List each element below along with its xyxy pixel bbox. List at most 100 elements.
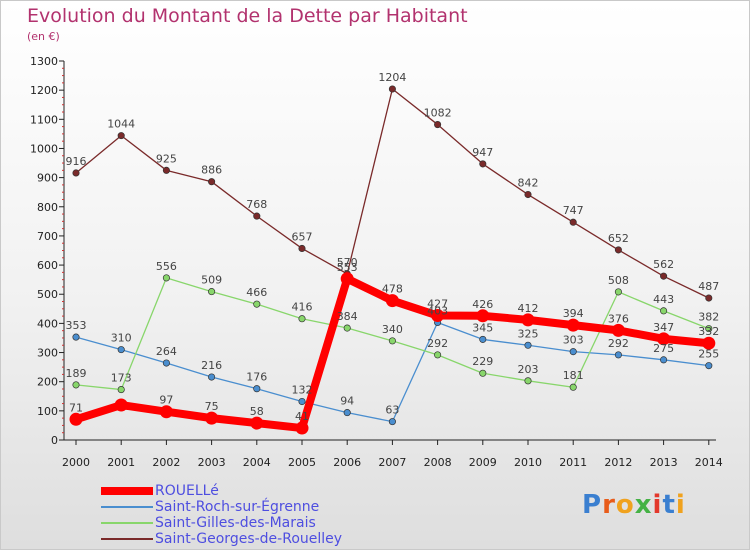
x-tick-label: 2008 xyxy=(424,456,452,469)
data-point xyxy=(660,356,668,364)
x-tick-label: 2000 xyxy=(62,456,90,469)
data-label: 478 xyxy=(382,283,403,296)
y-tick-label: 1300 xyxy=(30,55,58,68)
data-point xyxy=(295,421,309,435)
data-point xyxy=(208,288,216,296)
x-tick-label: 2011 xyxy=(559,456,587,469)
data-label: 394 xyxy=(563,307,584,320)
data-point xyxy=(702,336,716,350)
data-point xyxy=(117,346,125,354)
data-point xyxy=(162,166,170,174)
y-tick-label: 1000 xyxy=(30,142,58,155)
data-point xyxy=(250,416,264,430)
logo-letter: x xyxy=(634,490,653,520)
y-tick-label: 700 xyxy=(37,230,58,243)
data-label: 487 xyxy=(698,280,719,293)
logo-letter: P xyxy=(582,490,603,520)
data-point xyxy=(298,397,306,406)
x-tick-label: 2009 xyxy=(469,456,497,469)
data-point xyxy=(208,178,216,186)
data-point xyxy=(431,309,445,323)
data-label: 925 xyxy=(156,152,177,165)
y-tick-label: 1100 xyxy=(30,113,58,126)
legend: ROUELLé Saint-Roch-sur-Égrenne Saint-Gille… xyxy=(101,483,431,547)
x-tick-label: 2005 xyxy=(288,456,316,469)
data-label: 886 xyxy=(201,164,222,177)
legend-item: Saint-Roch-sur-Égrenne xyxy=(101,499,431,515)
data-point xyxy=(479,369,487,377)
data-point xyxy=(660,307,668,315)
data-point xyxy=(614,288,622,296)
data-point xyxy=(705,362,713,370)
data-point xyxy=(343,324,351,332)
data-point xyxy=(72,333,80,341)
legend-swatch xyxy=(101,487,153,495)
legend-item: ROUELLé xyxy=(101,483,431,499)
data-label: 747 xyxy=(563,204,584,217)
data-label: 382 xyxy=(698,311,719,324)
data-point xyxy=(343,409,351,417)
logo-letter: i xyxy=(652,490,663,520)
data-point xyxy=(705,294,713,302)
data-label: 216 xyxy=(201,359,222,372)
data-label: 303 xyxy=(563,334,584,347)
data-point xyxy=(569,383,577,391)
y-tick-label: 600 xyxy=(37,259,58,272)
data-label: 1204 xyxy=(378,71,406,84)
data-label: 443 xyxy=(653,293,674,306)
data-point xyxy=(388,337,396,345)
data-label: 292 xyxy=(608,337,629,350)
data-label: 947 xyxy=(472,146,493,159)
logo-letter: r xyxy=(602,490,616,520)
x-tick-label: 2013 xyxy=(650,456,678,469)
x-tick-label: 2001 xyxy=(107,456,135,469)
data-point xyxy=(479,335,487,343)
data-label: 58 xyxy=(250,405,264,418)
x-tick-label: 2004 xyxy=(243,456,271,469)
x-tick-label: 2012 xyxy=(604,456,632,469)
data-label: 562 xyxy=(653,258,674,271)
data-label: 345 xyxy=(472,321,493,334)
legend-label: Saint-Georges-de-Rouelley xyxy=(155,531,343,547)
data-point xyxy=(614,246,622,254)
x-tick-label: 2006 xyxy=(333,456,361,469)
data-point xyxy=(388,418,396,426)
data-point xyxy=(569,348,577,356)
data-label: 426 xyxy=(472,298,493,311)
data-point xyxy=(479,160,487,168)
data-label: 416 xyxy=(292,301,313,314)
data-point xyxy=(611,323,625,337)
data-label: 556 xyxy=(156,260,177,273)
data-label: 340 xyxy=(382,323,403,336)
data-point xyxy=(388,85,396,93)
y-tick-label: 500 xyxy=(37,288,58,301)
logo-letter: o xyxy=(615,490,635,520)
data-point xyxy=(72,169,80,177)
data-label: 41 xyxy=(295,410,309,423)
data-label: 509 xyxy=(201,274,222,287)
data-label: 427 xyxy=(427,298,448,311)
data-label: 97 xyxy=(159,394,173,407)
logo-letter: t xyxy=(662,490,676,520)
chart-title: Evolution du Montant de la Dette par Hab… xyxy=(27,5,468,27)
data-label: 94 xyxy=(340,395,354,408)
data-label: 384 xyxy=(337,310,358,323)
data-point xyxy=(476,309,490,323)
data-label: 275 xyxy=(653,342,674,355)
data-point xyxy=(524,341,532,349)
data-label: 347 xyxy=(653,321,674,334)
data-point xyxy=(253,212,261,220)
y-tick-label: 400 xyxy=(37,317,58,330)
data-point xyxy=(159,405,173,419)
data-point xyxy=(162,359,170,367)
data-label: 264 xyxy=(156,345,177,358)
data-label: 508 xyxy=(608,274,629,287)
legend-label: Saint-Gilles-des-Marais xyxy=(155,515,316,531)
data-label: 132 xyxy=(292,384,313,397)
data-label: 412 xyxy=(518,302,539,315)
data-point xyxy=(524,190,532,199)
proxiti-logo: Proxiti xyxy=(582,490,686,520)
legend-label: ROUELLé xyxy=(155,483,219,499)
y-tick-label: 200 xyxy=(37,376,58,389)
